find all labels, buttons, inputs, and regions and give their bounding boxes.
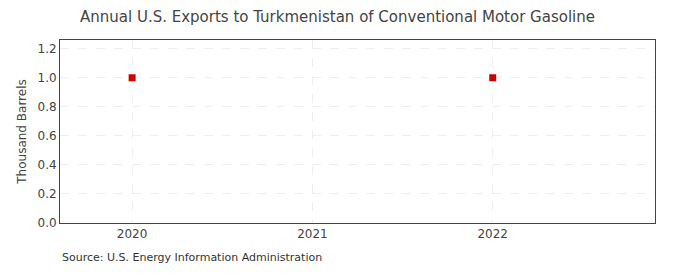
svg-text:1.0: 1.0 [38,71,57,85]
svg-text:Thousand Barrels: Thousand Barrels [15,79,29,184]
svg-text:2020: 2020 [117,227,148,241]
svg-text:0.0: 0.0 [38,216,57,230]
svg-text:Source: U.S. Energy Informatio: Source: U.S. Energy Information Administ… [62,251,322,264]
svg-text:0.8: 0.8 [38,100,57,114]
svg-text:2022: 2022 [477,227,508,241]
svg-text:0.2: 0.2 [38,187,57,201]
svg-text:1.2: 1.2 [38,42,57,56]
svg-text:0.4: 0.4 [38,158,57,172]
svg-text:Annual U.S. Exports to Turkmen: Annual U.S. Exports to Turkmenistan of C… [80,8,595,26]
svg-text:2021: 2021 [297,227,328,241]
svg-text:0.6: 0.6 [38,129,57,143]
